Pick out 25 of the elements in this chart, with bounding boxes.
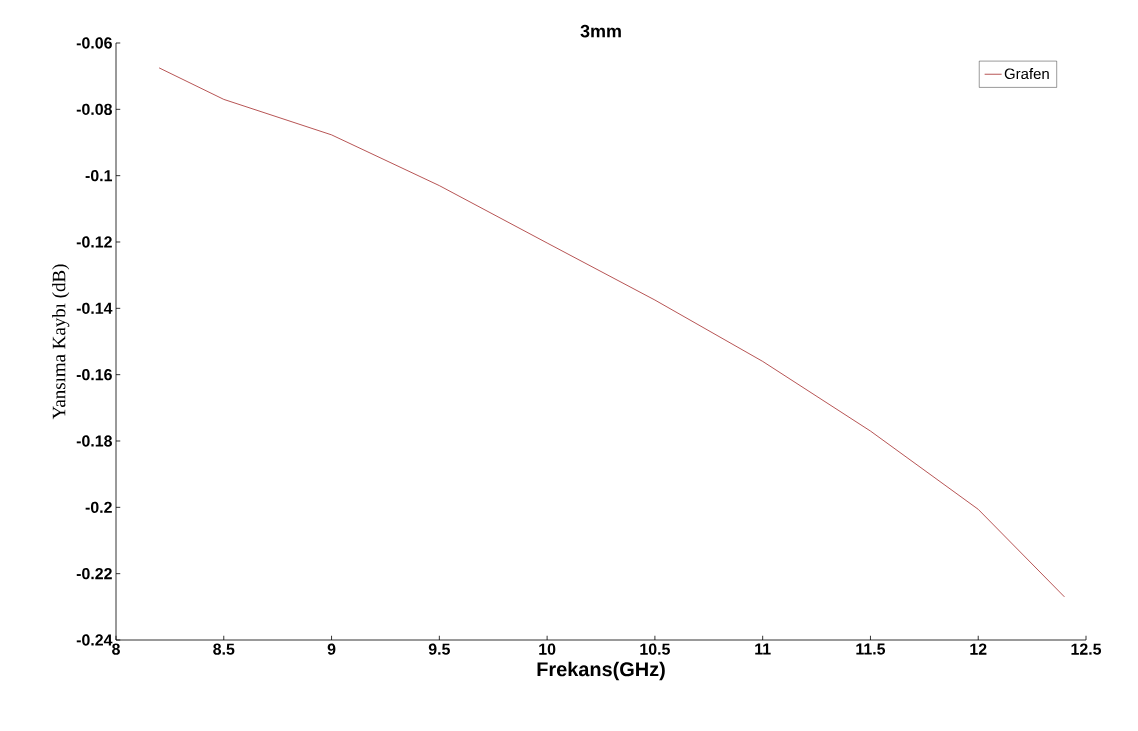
y-tick-label: -0.08 bbox=[76, 103, 112, 115]
x-tick-label: 11 bbox=[755, 643, 771, 655]
x-tick-label: 8 bbox=[112, 643, 120, 655]
y-tick-label: -0.1 bbox=[85, 170, 113, 182]
legend-label: Grafen bbox=[1004, 68, 1049, 80]
y-tick-label: -0.12 bbox=[76, 236, 112, 248]
y-tick-label: -0.06 bbox=[76, 37, 112, 49]
x-tick-label: 9 bbox=[327, 643, 336, 655]
x-tick-label: 10 bbox=[539, 643, 556, 655]
y-axis-title: Yansıma Kaybı (dB) bbox=[52, 264, 70, 420]
x-tick-label: 12 bbox=[970, 643, 987, 655]
x-tick-label: 9.5 bbox=[428, 643, 450, 655]
y-tick-label: -0.14 bbox=[76, 302, 113, 314]
y-tick-label: -0.2 bbox=[85, 501, 112, 513]
line-series bbox=[158, 67, 1065, 598]
y-tick-label: -0.22 bbox=[76, 568, 112, 580]
x-tick-label: 11.5 bbox=[856, 643, 886, 655]
x-tick-label: 12.5 bbox=[1071, 643, 1102, 655]
y-tick-label: -0.24 bbox=[76, 634, 113, 646]
x-axis-title: Frekans(GHz) bbox=[537, 661, 665, 681]
x-tick-label: 10.5 bbox=[640, 643, 670, 655]
y-tick-label: -0.18 bbox=[76, 435, 112, 447]
y-tick-label: -0.16 bbox=[76, 369, 112, 381]
chart-title: 3mm bbox=[580, 24, 621, 38]
x-tick-label: 8.5 bbox=[213, 643, 235, 655]
